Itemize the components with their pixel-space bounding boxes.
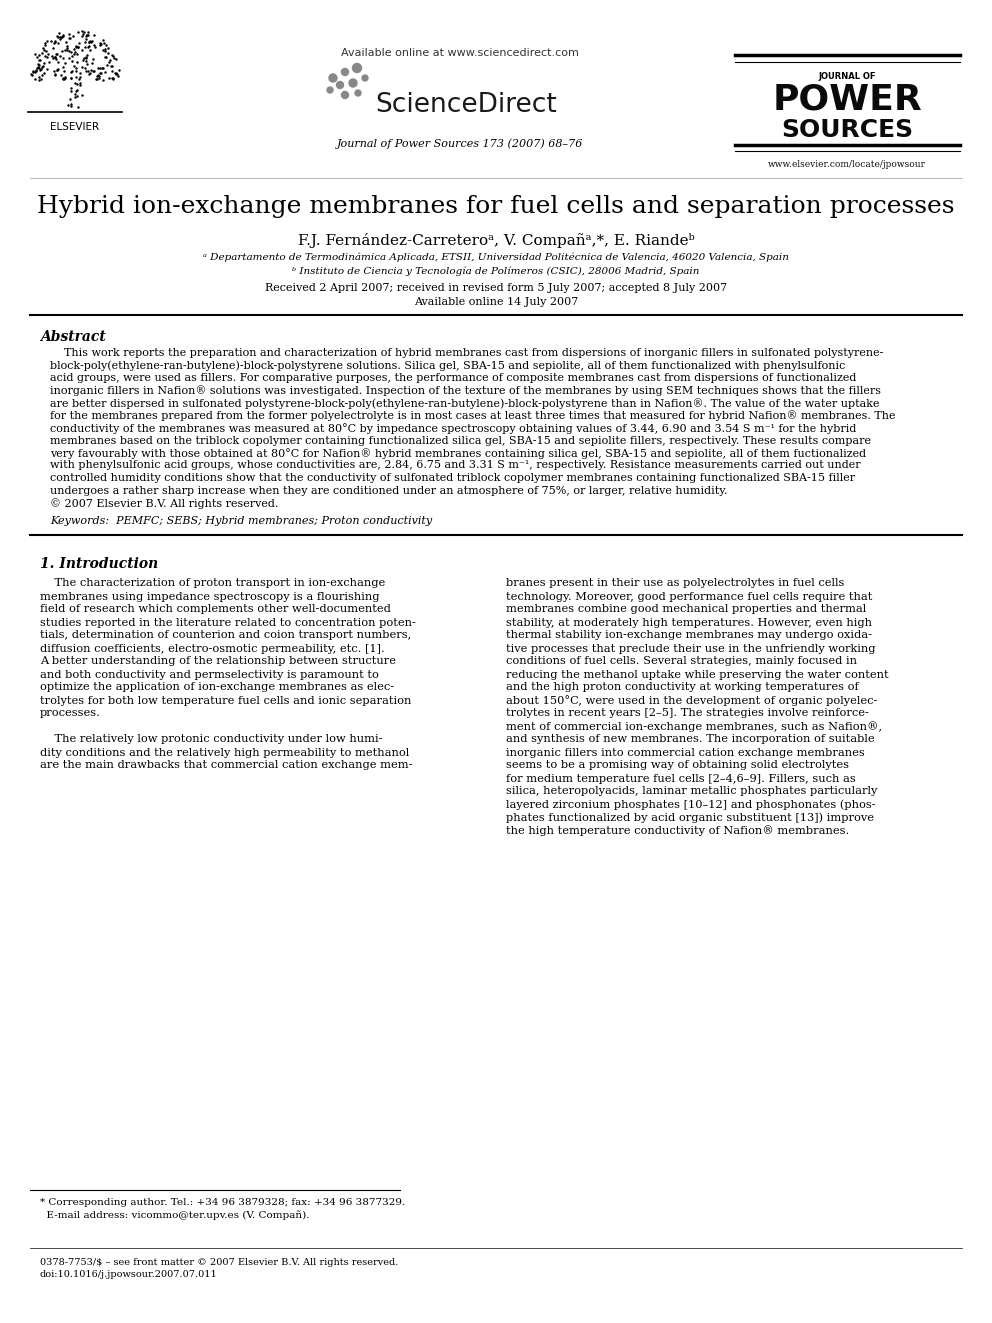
Text: layered zirconium phosphates [10–12] and phosphonates (phos-: layered zirconium phosphates [10–12] and… bbox=[506, 799, 876, 810]
Text: very favourably with those obtained at 80°C for Nafion® hybrid membranes contain: very favourably with those obtained at 8… bbox=[50, 448, 866, 459]
Text: conditions of fuel cells. Several strategies, mainly focused in: conditions of fuel cells. Several strate… bbox=[506, 656, 857, 667]
Text: phates functionalized by acid organic substituent [13]) improve: phates functionalized by acid organic su… bbox=[506, 812, 874, 823]
Text: for the membranes prepared from the former polyelectrolyte is in most cases at l: for the membranes prepared from the form… bbox=[50, 410, 896, 421]
Text: SOURCES: SOURCES bbox=[781, 118, 913, 142]
Text: and both conductivity and permselectivity is paramount to: and both conductivity and permselectivit… bbox=[40, 669, 379, 680]
Text: thermal stability ion-exchange membranes may undergo oxida-: thermal stability ion-exchange membranes… bbox=[506, 631, 872, 640]
Circle shape bbox=[352, 64, 361, 73]
Text: trolytes in recent years [2–5]. The strategies involve reinforce-: trolytes in recent years [2–5]. The stra… bbox=[506, 709, 869, 718]
Text: with phenylsulfonic acid groups, whose conductivities are, 2.84, 6.75 and 3.31 S: with phenylsulfonic acid groups, whose c… bbox=[50, 460, 861, 471]
Text: technology. Moreover, good performance fuel cells require that: technology. Moreover, good performance f… bbox=[506, 591, 872, 602]
Circle shape bbox=[327, 87, 333, 93]
Text: Available online 14 July 2007: Available online 14 July 2007 bbox=[414, 296, 578, 307]
Text: This work reports the preparation and characterization of hybrid membranes cast : This work reports the preparation and ch… bbox=[50, 348, 883, 359]
Circle shape bbox=[336, 82, 343, 89]
Text: stability, at moderately high temperatures. However, even high: stability, at moderately high temperatur… bbox=[506, 618, 872, 627]
Text: dity conditions and the relatively high permeability to methanol: dity conditions and the relatively high … bbox=[40, 747, 410, 758]
Text: silica, heteropolyacids, laminar metallic phosphates particularly: silica, heteropolyacids, laminar metalli… bbox=[506, 786, 877, 796]
Text: www.elsevier.com/locate/jpowsour: www.elsevier.com/locate/jpowsour bbox=[768, 160, 926, 169]
Circle shape bbox=[362, 75, 368, 81]
Text: inorganic fillers in Nafion® solutions was investigated. Inspection of the textu: inorganic fillers in Nafion® solutions w… bbox=[50, 385, 881, 397]
Text: and the high proton conductivity at working temperatures of: and the high proton conductivity at work… bbox=[506, 683, 859, 692]
Text: Abstract: Abstract bbox=[40, 329, 106, 344]
Text: conductivity of the membranes was measured at 80°C by impedance spectroscopy obt: conductivity of the membranes was measur… bbox=[50, 423, 856, 434]
Text: Hybrid ion-exchange membranes for fuel cells and separation processes: Hybrid ion-exchange membranes for fuel c… bbox=[38, 194, 954, 218]
Circle shape bbox=[349, 79, 357, 87]
Text: are better dispersed in sulfonated polystyrene-block-poly(ethylene-ran-butylene): are better dispersed in sulfonated polys… bbox=[50, 398, 880, 409]
Text: 1. Introduction: 1. Introduction bbox=[40, 557, 159, 570]
Text: Available online at www.sciencedirect.com: Available online at www.sciencedirect.co… bbox=[341, 48, 579, 58]
Text: Journal of Power Sources 173 (2007) 68–76: Journal of Power Sources 173 (2007) 68–7… bbox=[337, 138, 583, 148]
Text: inorganic fillers into commercial cation exchange membranes: inorganic fillers into commercial cation… bbox=[506, 747, 865, 758]
Text: JOURNAL OF: JOURNAL OF bbox=[818, 71, 876, 81]
Text: are the main drawbacks that commercial cation exchange mem-: are the main drawbacks that commercial c… bbox=[40, 761, 413, 770]
Text: undergoes a rather sharp increase when they are conditioned under an atmosphere : undergoes a rather sharp increase when t… bbox=[50, 486, 727, 496]
Text: 0378-7753/$ – see front matter © 2007 Elsevier B.V. All rights reserved.: 0378-7753/$ – see front matter © 2007 El… bbox=[40, 1258, 399, 1267]
Text: acid groups, were used as fillers. For comparative purposes, the performance of : acid groups, were used as fillers. For c… bbox=[50, 373, 856, 382]
Circle shape bbox=[329, 74, 337, 82]
Text: ᵃ Departamento de Termodinámica Aplicada, ETSII, Universidad Politécnica de Vale: ᵃ Departamento de Termodinámica Aplicada… bbox=[203, 253, 789, 262]
Text: The relatively low protonic conductivity under low humi-: The relatively low protonic conductivity… bbox=[40, 734, 383, 745]
Text: tials, determination of counterion and coion transport numbers,: tials, determination of counterion and c… bbox=[40, 631, 412, 640]
Text: diffusion coefficients, electro-osmotic permeability, etc. [1].: diffusion coefficients, electro-osmotic … bbox=[40, 643, 385, 654]
Circle shape bbox=[341, 69, 348, 75]
Text: for medium temperature fuel cells [2–4,6–9]. Fillers, such as: for medium temperature fuel cells [2–4,6… bbox=[506, 774, 856, 783]
Text: membranes based on the triblock copolymer containing functionalized silica gel, : membranes based on the triblock copolyme… bbox=[50, 435, 871, 446]
Text: membranes combine good mechanical properties and thermal: membranes combine good mechanical proper… bbox=[506, 605, 866, 614]
Text: ScienceDirect: ScienceDirect bbox=[375, 93, 557, 118]
Text: ELSEVIER: ELSEVIER bbox=[51, 122, 99, 132]
Text: studies reported in the literature related to concentration poten-: studies reported in the literature relat… bbox=[40, 618, 416, 627]
Text: reducing the methanol uptake while preserving the water content: reducing the methanol uptake while prese… bbox=[506, 669, 889, 680]
Text: about 150°C, were used in the development of organic polyelec-: about 150°C, were used in the developmen… bbox=[506, 696, 877, 706]
Text: Keywords:  PEMFC; SEBS; Hybrid membranes; Proton conductivity: Keywords: PEMFC; SEBS; Hybrid membranes;… bbox=[50, 516, 433, 527]
Text: Received 2 April 2007; received in revised form 5 July 2007; accepted 8 July 200: Received 2 April 2007; received in revis… bbox=[265, 283, 727, 292]
Text: ment of commercial ion-exchange membranes, such as Nafion®,: ment of commercial ion-exchange membrane… bbox=[506, 721, 882, 733]
Text: controlled humidity conditions show that the conductivity of sulfonated triblock: controlled humidity conditions show that… bbox=[50, 474, 855, 483]
Text: ᵇ Instituto de Ciencia y Tecnología de Polímeros (CSIC), 28006 Madrid, Spain: ᵇ Instituto de Ciencia y Tecnología de P… bbox=[293, 267, 699, 277]
Text: © 2007 Elsevier B.V. All rights reserved.: © 2007 Elsevier B.V. All rights reserved… bbox=[50, 497, 279, 509]
Text: block-poly(ethylene-ran-butylene)-block-polystyrene solutions. Silica gel, SBA-1: block-poly(ethylene-ran-butylene)-block-… bbox=[50, 360, 845, 370]
Text: field of research which complements other well-documented: field of research which complements othe… bbox=[40, 605, 391, 614]
Text: F.J. Fernández-Carreteroᵃ, V. Compañᵃ,*, E. Riandeᵇ: F.J. Fernández-Carreteroᵃ, V. Compañᵃ,*,… bbox=[298, 233, 694, 247]
Text: The characterization of proton transport in ion-exchange: The characterization of proton transport… bbox=[40, 578, 385, 589]
Text: doi:10.1016/j.jpowsour.2007.07.011: doi:10.1016/j.jpowsour.2007.07.011 bbox=[40, 1270, 218, 1279]
Text: trolytes for both low temperature fuel cells and ionic separation: trolytes for both low temperature fuel c… bbox=[40, 696, 412, 705]
Text: POWER: POWER bbox=[772, 83, 922, 116]
Text: branes present in their use as polyelectrolytes in fuel cells: branes present in their use as polyelect… bbox=[506, 578, 844, 589]
Circle shape bbox=[341, 91, 348, 98]
Text: optimize the application of ion-exchange membranes as elec-: optimize the application of ion-exchange… bbox=[40, 683, 394, 692]
Text: the high temperature conductivity of Nafion® membranes.: the high temperature conductivity of Naf… bbox=[506, 826, 849, 836]
Circle shape bbox=[355, 90, 361, 97]
Text: processes.: processes. bbox=[40, 709, 101, 718]
Text: and synthesis of new membranes. The incorporation of suitable: and synthesis of new membranes. The inco… bbox=[506, 734, 875, 745]
Text: seems to be a promising way of obtaining solid electrolytes: seems to be a promising way of obtaining… bbox=[506, 761, 849, 770]
Text: A better understanding of the relationship between structure: A better understanding of the relationsh… bbox=[40, 656, 396, 667]
Text: * Corresponding author. Tel.: +34 96 3879328; fax: +34 96 3877329.: * Corresponding author. Tel.: +34 96 387… bbox=[40, 1199, 406, 1207]
Text: membranes using impedance spectroscopy is a flourishing: membranes using impedance spectroscopy i… bbox=[40, 591, 380, 602]
Text: tive processes that preclude their use in the unfriendly working: tive processes that preclude their use i… bbox=[506, 643, 876, 654]
Text: E-mail address: vicommo@ter.upv.es (V. Compañ).: E-mail address: vicommo@ter.upv.es (V. C… bbox=[40, 1211, 310, 1220]
